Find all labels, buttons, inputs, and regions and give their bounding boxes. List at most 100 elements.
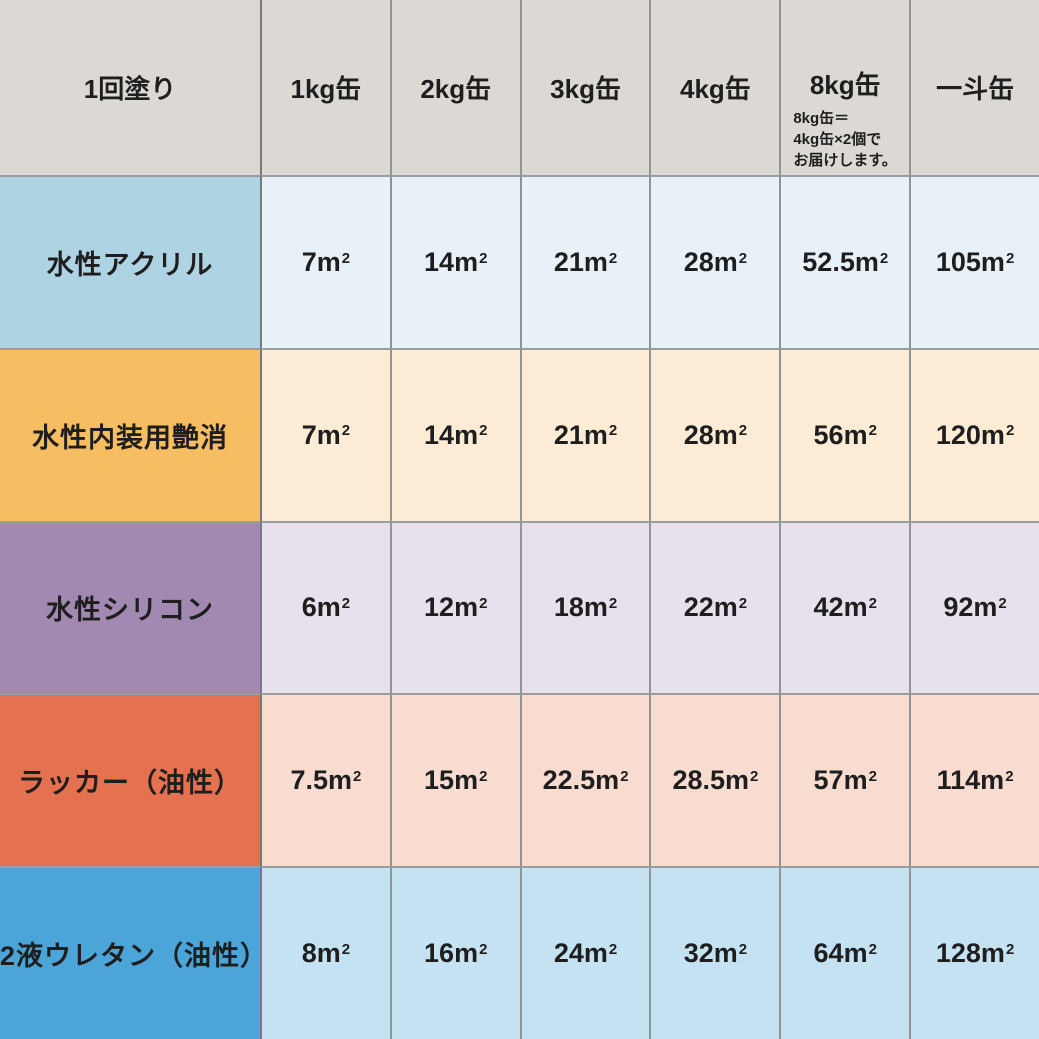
value-cell: 12m2 — [389, 520, 520, 694]
value-cell: 56m2 — [779, 347, 910, 521]
unit-exponent: 2 — [868, 422, 877, 440]
value-cell: 105m2 — [909, 175, 1039, 348]
row-label-text: 2液ウレタン（油性） — [0, 941, 269, 972]
value-cell: 7.5m2 — [260, 693, 390, 867]
coverage-value: 21m2 — [553, 246, 618, 277]
value-cell: 14m2 — [389, 175, 520, 348]
coverage-value: 21m2 — [553, 419, 618, 450]
unit-exponent: 2 — [738, 249, 748, 267]
unit: m — [595, 765, 620, 796]
value-cell: 21m2 — [519, 175, 650, 348]
row-label-text: 水性アクリル — [46, 249, 214, 280]
unit: m — [583, 246, 608, 277]
value-cell: 32m2 — [649, 866, 780, 1039]
unit: m — [454, 765, 479, 796]
row-label-suisei-interior-matte: 水性内装用艶消 — [0, 347, 260, 521]
unit: m — [843, 419, 868, 450]
unit-exponent: 2 — [868, 940, 877, 958]
coverage-value: 56m2 — [813, 419, 877, 450]
unit-exponent: 2 — [353, 768, 362, 786]
row-label-suisei-silicone: 水性シリコン — [0, 520, 260, 694]
unit-exponent: 2 — [1005, 422, 1015, 440]
coverage-value: 22.5m2 — [542, 765, 629, 796]
unit-exponent: 2 — [1005, 768, 1014, 786]
value-cell: 114m2 — [909, 693, 1039, 867]
unit: m — [454, 938, 479, 969]
header-label: 8kg缶 — [809, 70, 881, 100]
unit-exponent: 2 — [341, 595, 351, 613]
unit-exponent: 2 — [608, 940, 618, 958]
unit-exponent: 2 — [479, 249, 488, 267]
unit-exponent: 2 — [1005, 940, 1015, 958]
unit: m — [328, 765, 353, 796]
unit: m — [583, 419, 608, 450]
value-cell: 92m2 — [909, 520, 1039, 694]
value-cell: 24m2 — [519, 866, 650, 1039]
unit: m — [454, 592, 479, 623]
unit-exponent: 2 — [608, 595, 618, 613]
row-label-text: 水性内装用艶消 — [32, 422, 228, 453]
coverage-value: 128m2 — [935, 938, 1015, 969]
coverage-value: 92m2 — [943, 592, 1007, 623]
coverage-value: 24m2 — [553, 938, 618, 969]
unit-exponent: 2 — [879, 249, 889, 267]
coverage-value: 14m2 — [424, 419, 488, 450]
unit: m — [316, 419, 341, 450]
row-label-lacquer-oil: ラッカー（油性） — [0, 693, 260, 867]
unit: m — [725, 765, 750, 796]
value-cell: 42m2 — [779, 520, 910, 694]
coverage-value: 18m2 — [553, 592, 618, 623]
unit: m — [454, 419, 479, 450]
header-cell-4kg: 4kg缶 — [649, 0, 780, 175]
value-cell: 128m2 — [909, 866, 1039, 1039]
unit: m — [854, 246, 879, 277]
header-cell-first-coat: 1回塗り — [0, 0, 260, 175]
unit: m — [713, 938, 738, 969]
unit: m — [316, 246, 341, 277]
note-line: 8kg缶＝ — [793, 110, 850, 127]
coverage-value: 32m2 — [683, 938, 748, 969]
coverage-value: 52.5m2 — [802, 246, 889, 277]
unit-exponent: 2 — [738, 422, 748, 440]
unit: m — [713, 419, 738, 450]
value-cell: 18m2 — [519, 520, 650, 694]
value-cell: 15m2 — [389, 693, 520, 867]
unit-exponent: 2 — [341, 249, 351, 267]
coverage-value: 14m2 — [424, 246, 488, 277]
header-cell-1kg: 1kg缶 — [260, 0, 390, 175]
coverage-value: 7m2 — [301, 419, 351, 450]
coverage-value: 8m2 — [301, 938, 351, 969]
row-label-suisei-acrylic: 水性アクリル — [0, 175, 260, 348]
header-cell-2kg: 2kg缶 — [389, 0, 520, 175]
value-cell: 28m2 — [649, 175, 780, 348]
unit: m — [316, 938, 341, 969]
value-cell: 6m2 — [260, 520, 390, 694]
value-cell: 28.5m2 — [649, 693, 780, 867]
unit: m — [973, 592, 998, 623]
coverage-value: 28m2 — [683, 246, 748, 277]
value-cell: 22m2 — [649, 520, 780, 694]
unit: m — [713, 246, 738, 277]
row-label-urethane-2k-oil: 2液ウレタン（油性） — [0, 866, 269, 1039]
coverage-value: 7.5m2 — [290, 765, 362, 796]
unit-exponent: 2 — [608, 422, 618, 440]
value-cell: 57m2 — [779, 693, 910, 867]
header-label: 一斗缶 — [936, 74, 1015, 104]
coverage-value: 15m2 — [424, 765, 488, 796]
value-cell: 22.5m2 — [519, 693, 650, 867]
unit-exponent: 2 — [479, 768, 488, 786]
value-cell: 28m2 — [649, 347, 780, 521]
value-cell: 52.5m2 — [779, 175, 910, 348]
value-cell: 8m2 — [260, 866, 390, 1039]
unit-exponent: 2 — [738, 940, 748, 958]
coverage-value: 57m2 — [813, 765, 877, 796]
coverage-value: 64m2 — [813, 938, 877, 969]
unit-exponent: 2 — [620, 768, 629, 786]
coverage-value: 28m2 — [683, 419, 748, 450]
unit-exponent: 2 — [998, 595, 1007, 613]
coverage-value: 12m2 — [424, 592, 488, 623]
header-label: 4kg缶 — [680, 74, 751, 104]
coverage-value: 7m2 — [301, 246, 351, 277]
coverage-value: 16m2 — [424, 938, 488, 969]
header-cell-8kg: 8kg缶 8kg缶＝ 4kg缶×2個で お届けします。 — [779, 0, 910, 175]
